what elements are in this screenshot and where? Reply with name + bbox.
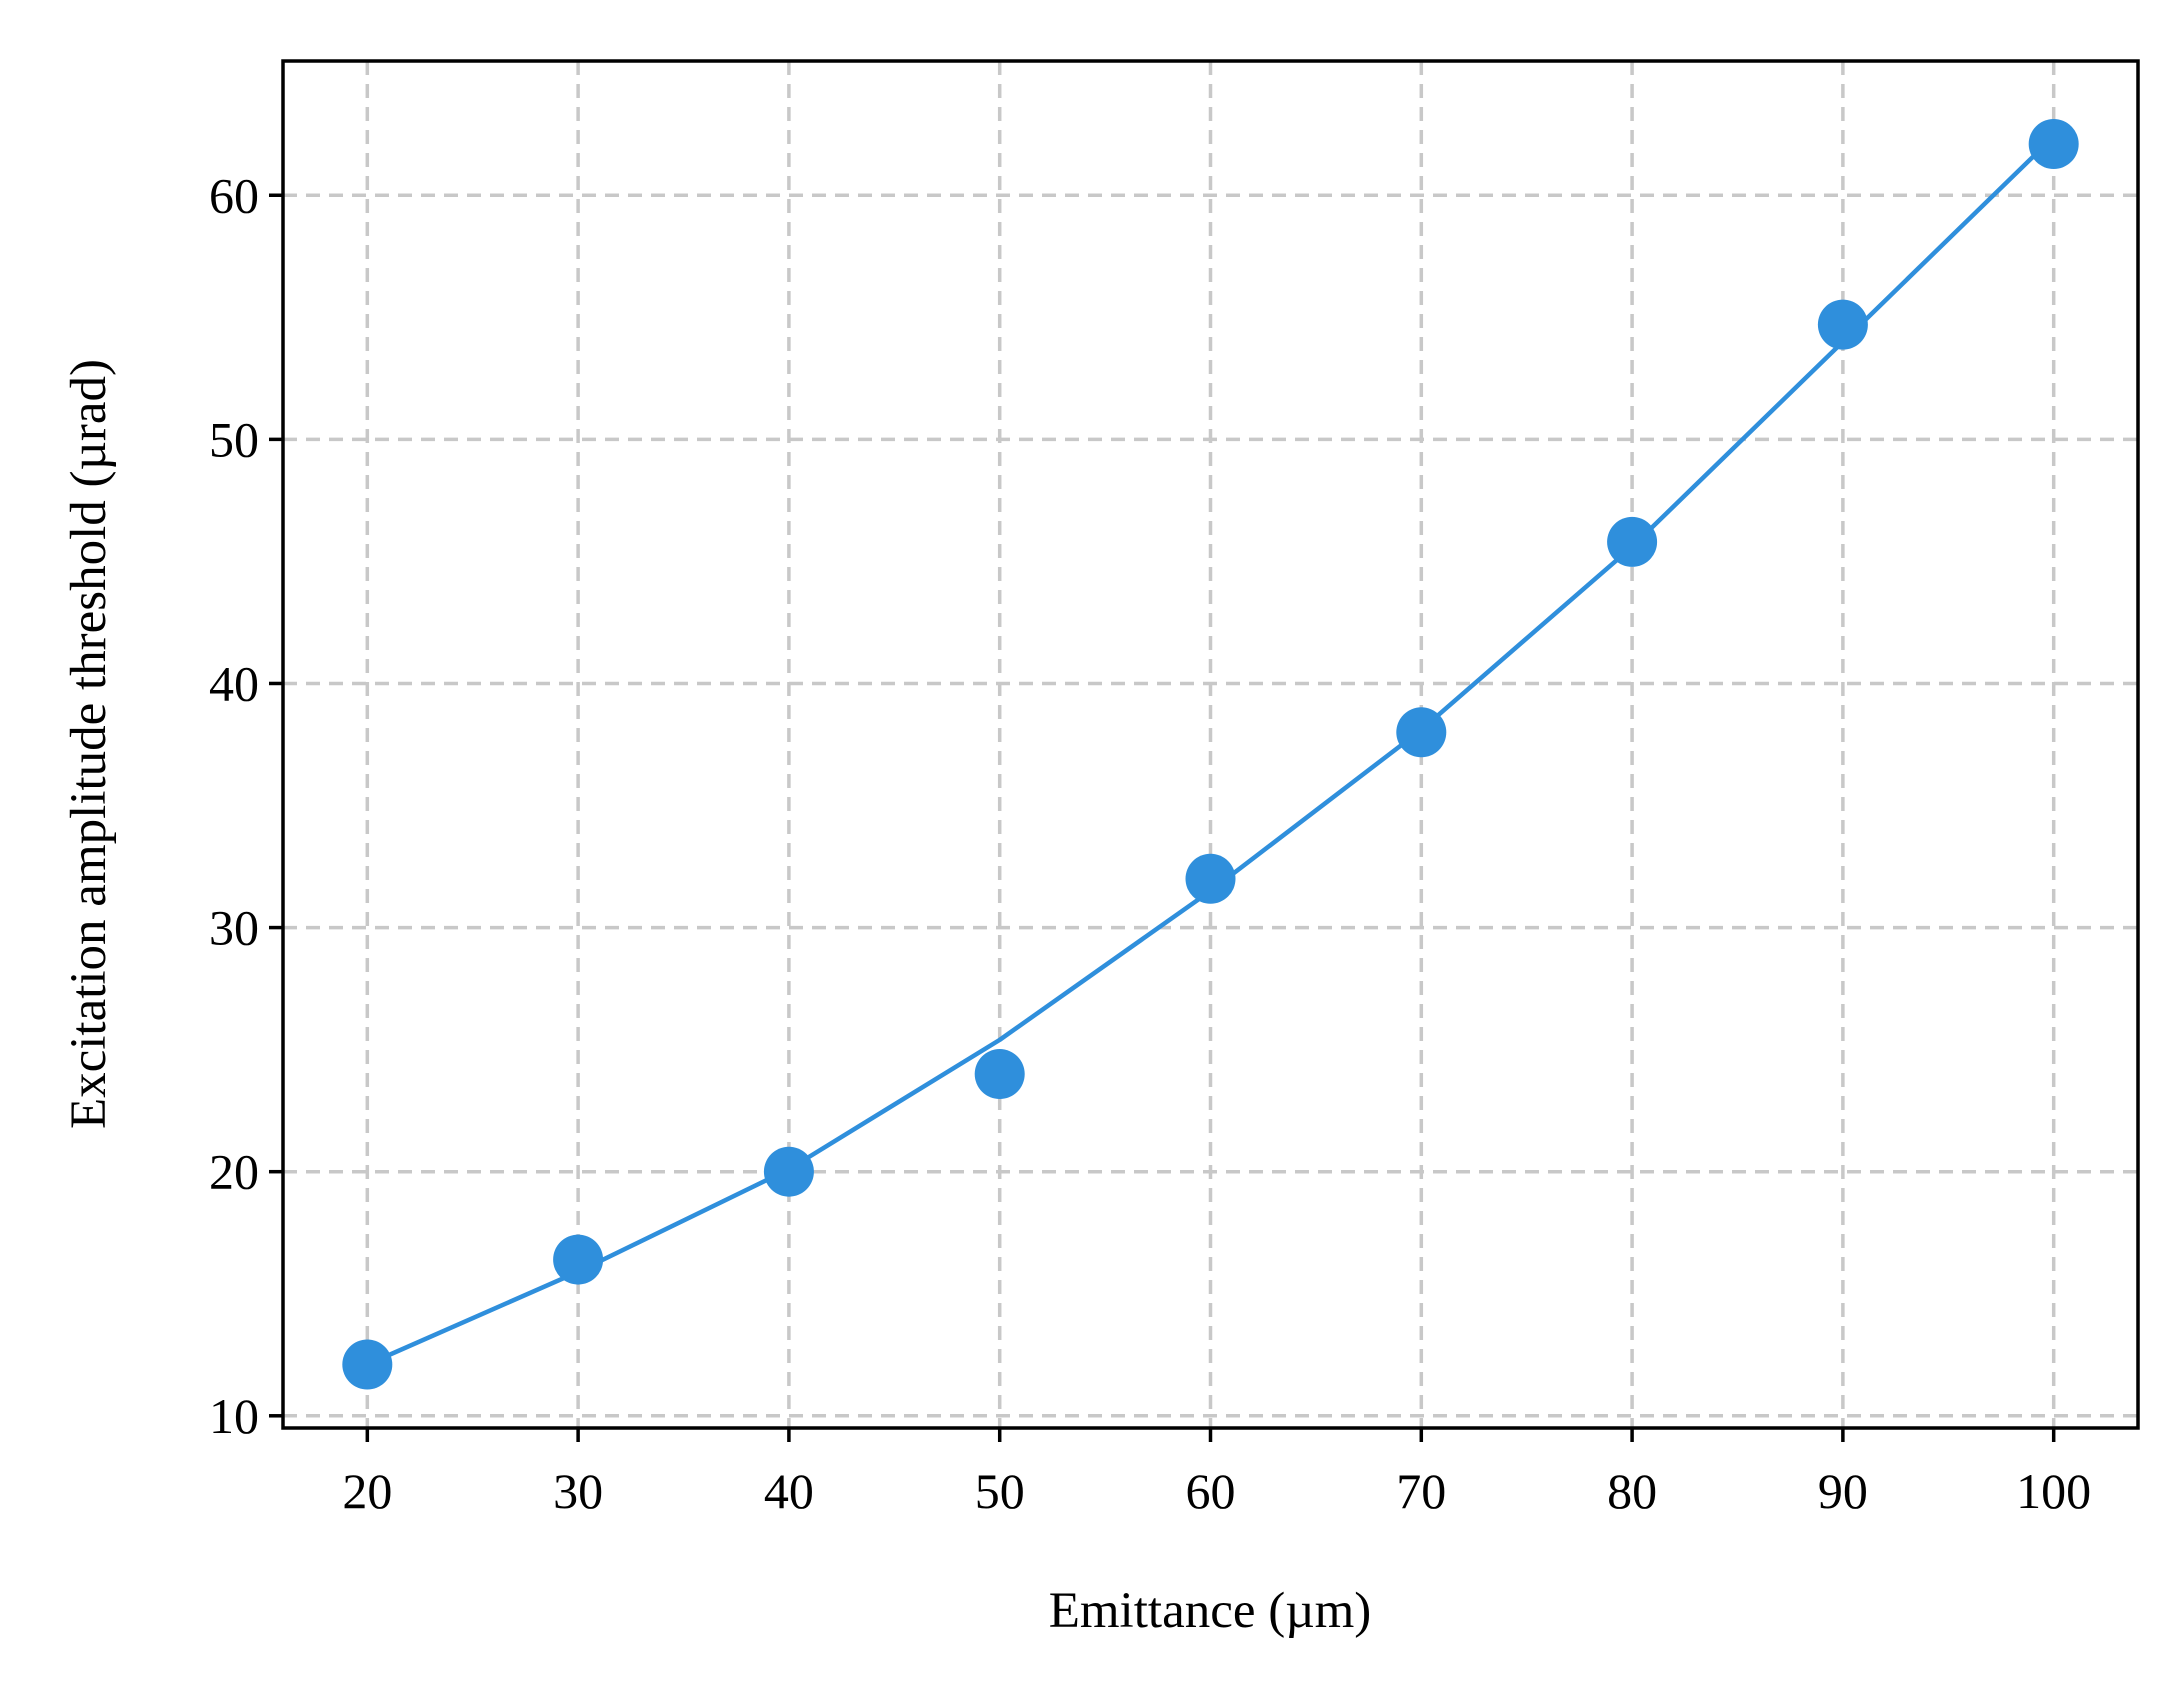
data-point <box>1607 516 1658 567</box>
y-tick-label: 60 <box>209 167 259 223</box>
x-tick-label: 100 <box>2016 1463 2091 1519</box>
y-tick-label: 10 <box>209 1388 259 1444</box>
data-point <box>974 1049 1025 1100</box>
x-tick-label: 30 <box>553 1463 603 1519</box>
data-point <box>1185 853 1236 904</box>
y-tick-label: 30 <box>209 900 259 956</box>
y-axis-label: Excitation amplitude threshold (µrad) <box>61 359 117 1129</box>
x-tick-label: 20 <box>342 1463 392 1519</box>
data-point <box>553 1234 604 1285</box>
x-axis-label: Emittance (µm) <box>1049 1583 1372 1639</box>
x-tick-label: 50 <box>975 1463 1025 1519</box>
y-tick-label: 50 <box>209 411 259 467</box>
data-point <box>1396 707 1447 758</box>
x-tick-label: 40 <box>764 1463 814 1519</box>
x-tick-label: 80 <box>1607 1463 1657 1519</box>
axis-ticks: 20 30 40 50 60 70 80 90 100 10 20 30 40 50 60 <box>209 167 2091 1519</box>
x-tick-label: 70 <box>1396 1463 1446 1519</box>
plot-series <box>342 118 2079 1390</box>
data-point <box>342 1339 393 1390</box>
data-point <box>2028 118 2079 169</box>
grid <box>283 61 2138 1428</box>
x-tick-label: 60 <box>1186 1463 1236 1519</box>
x-tick-label: 90 <box>1818 1463 1868 1519</box>
data-point <box>1817 299 1868 350</box>
y-tick-label: 40 <box>209 655 259 711</box>
y-tick-label: 20 <box>209 1144 259 1200</box>
data-point <box>763 1146 814 1197</box>
